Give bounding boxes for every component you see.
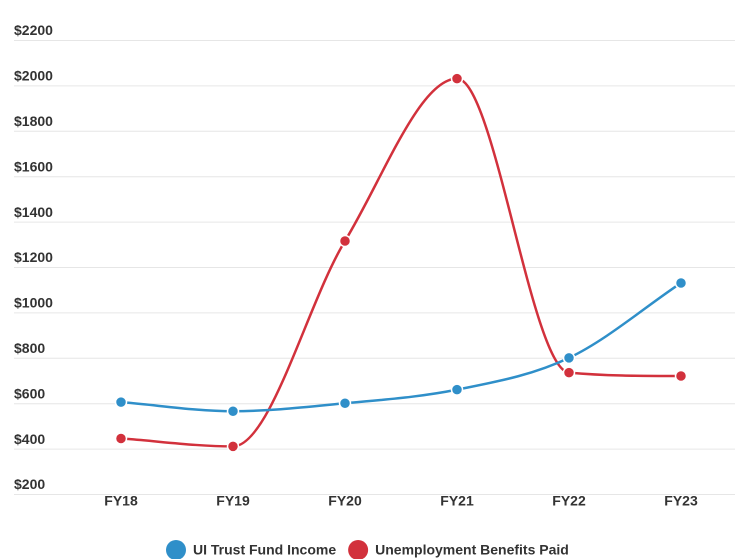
legend: UI Trust Fund Income Unemployment Benefit… (166, 540, 569, 559)
y-tick-label: $2000 (14, 68, 53, 84)
data-point[interactable] (114, 395, 128, 409)
legend-swatch (166, 540, 186, 559)
legend-swatch (348, 540, 369, 559)
y-tick-label: $200 (14, 476, 45, 492)
series-line-unemployment-benefits-paid (119, 77, 683, 448)
x-tick-label: FY18 (104, 493, 138, 509)
y-tick-label: $2200 (14, 22, 53, 38)
x-tick-label: FY21 (440, 493, 474, 509)
x-tick-label: FY22 (552, 493, 586, 509)
y-tick-label: $400 (14, 431, 45, 447)
y-tick-label: $1200 (14, 249, 53, 265)
x-tick-label: FY20 (328, 493, 362, 509)
data-point[interactable] (674, 369, 688, 383)
x-axis: FY18 FY19 FY20 FY21 FY22 FY23 (104, 493, 698, 509)
data-point[interactable] (450, 383, 464, 396)
x-tick-label: FY23 (664, 493, 698, 509)
y-tick-label: $600 (14, 385, 45, 401)
y-axis: $2200 $2000 $1800 $1600 $1400 $1200 $1000 $800 $… (14, 22, 53, 492)
legend-label: UI Trust Fund Income (193, 542, 336, 558)
legend-item-unemployment-benefits-paid[interactable]: Unemployment Benefits Paid (348, 540, 569, 559)
series-ui-trust-fund-income (114, 276, 688, 418)
data-point[interactable] (562, 366, 576, 379)
legend-item-ui-trust-fund-income[interactable]: UI Trust Fund Income (166, 540, 336, 559)
gridlines (14, 40, 735, 495)
data-point[interactable] (226, 440, 240, 453)
x-tick-label: FY19 (216, 493, 250, 509)
data-point[interactable] (562, 351, 576, 365)
legend-label: Unemployment Benefits Paid (375, 542, 569, 558)
data-point[interactable] (674, 276, 688, 290)
data-point[interactable] (338, 234, 352, 248)
series-group (114, 72, 688, 453)
data-point[interactable] (338, 397, 352, 410)
data-point[interactable] (450, 72, 464, 85)
series-unemployment-benefits-paid (114, 72, 688, 453)
y-tick-label: $800 (14, 340, 45, 356)
y-tick-label: $1600 (14, 158, 53, 174)
data-point[interactable] (114, 432, 128, 445)
y-tick-label: $1000 (14, 295, 53, 311)
data-point[interactable] (226, 404, 240, 418)
y-tick-label: $1800 (14, 113, 53, 129)
y-tick-label: $1400 (14, 204, 53, 220)
series-line-ui-trust-fund-income (119, 281, 683, 413)
